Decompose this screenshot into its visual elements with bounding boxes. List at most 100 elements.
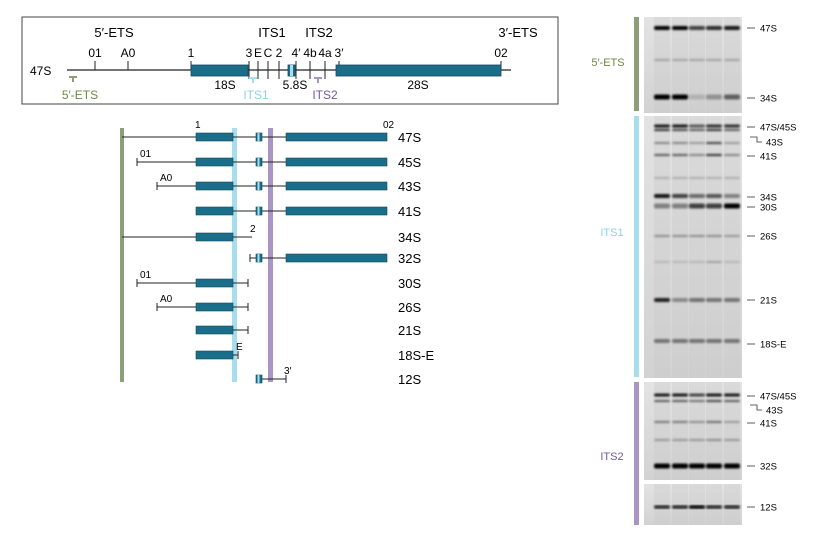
gel-lane [724, 116, 740, 378]
gel-band [654, 393, 670, 397]
gel-band [706, 439, 722, 441]
gel-band [654, 129, 670, 131]
gel-band [654, 142, 670, 144]
species-diagram-47s [122, 132, 388, 142]
gel-band [689, 400, 705, 402]
block-18s [190, 64, 249, 77]
block-18s [195, 132, 234, 142]
gel-band [706, 177, 722, 179]
band-label: 47S/45S [760, 123, 796, 134]
species-site-tag: 1 [195, 120, 201, 131]
gel-band [654, 124, 670, 128]
band-label: 18S-E [760, 340, 786, 351]
gel-panel [644, 484, 742, 525]
gel-lane [689, 116, 705, 378]
gel-lane [689, 382, 705, 480]
gel-band [654, 400, 670, 402]
gel-band [654, 94, 670, 100]
block-28s [285, 132, 388, 142]
gel-band [672, 298, 688, 302]
site-a0: A0 [121, 46, 136, 60]
probe-its1-marker [249, 77, 257, 79]
probe-its1-label: ITS1 [243, 88, 269, 102]
block-28s [285, 181, 388, 191]
gel-band [724, 439, 740, 441]
gel-band [689, 177, 705, 179]
gel-band [689, 94, 705, 100]
gel-band [706, 194, 722, 198]
species-site-tag: 02 [383, 120, 395, 131]
block-18s [195, 278, 234, 288]
label-5-8s: 5.8S [283, 78, 308, 92]
gel-band [672, 142, 688, 144]
species-label: 43S [398, 179, 421, 194]
probe-its2-label: ITS2 [312, 88, 338, 102]
gel-band [654, 59, 670, 61]
species-diagram-12s: 3′ [255, 366, 292, 384]
gel-band [672, 439, 688, 441]
band-label: 12S [760, 503, 777, 514]
band-label: 26S [760, 232, 777, 243]
gel-band [689, 59, 705, 61]
gel-band [706, 142, 722, 144]
label-28s: 28S [407, 78, 428, 92]
gel-band [706, 463, 722, 469]
gel-band [689, 154, 705, 156]
band-label: 34S [760, 193, 777, 204]
gel-lane [654, 17, 670, 113]
band-label: 47S [760, 24, 777, 35]
gel-band [672, 26, 688, 30]
gel-lane [689, 484, 705, 525]
band-label: 21S [760, 296, 777, 307]
gel-band [689, 261, 705, 263]
gel-band [724, 235, 740, 237]
rrna-gene-scheme: 5′-ETS ITS1 ITS2 3′-ETS 01 A0 1 3 E C 2 … [21, 16, 559, 105]
gel-band [724, 177, 740, 179]
label-its1: ITS1 [258, 25, 285, 40]
gel-background [644, 484, 742, 525]
species-diagram-32s [249, 253, 388, 263]
gel-band [706, 94, 722, 100]
gel-band [724, 94, 740, 100]
probe-5ets-marker [69, 76, 77, 78]
blot-its2-label: ITS2 [600, 451, 623, 463]
species-diagram-41s [195, 206, 388, 216]
gel-band [724, 124, 740, 128]
gel-background [644, 116, 742, 378]
gel-band [654, 339, 670, 343]
block-18s [195, 232, 234, 242]
species-label: 45S [398, 155, 421, 170]
gel-band [689, 235, 705, 237]
site-3prime: 3′ [335, 46, 345, 60]
gel-band [689, 421, 705, 423]
species-site-tag: 3′ [284, 366, 292, 377]
gel-lane [706, 382, 722, 480]
block-28s [285, 206, 388, 216]
gel-band [689, 463, 705, 469]
gel-band [689, 124, 705, 128]
gel-band [672, 400, 688, 402]
band-label: 43S [766, 138, 783, 149]
block-28s [335, 64, 502, 77]
band-label: 41S [760, 419, 777, 430]
scheme-site-ticks [94, 61, 502, 79]
gel-panel [644, 17, 742, 113]
label-its2: ITS2 [305, 25, 332, 40]
gel-band [706, 393, 722, 397]
gel-band [706, 261, 722, 263]
gel-lane [672, 17, 688, 113]
gel-band [706, 235, 722, 237]
species-site-tag: A0 [160, 173, 173, 184]
species-diagram-34s: 2 [122, 224, 256, 242]
gel-band [654, 203, 670, 209]
gel-lane [672, 382, 688, 480]
blot-5ets-bar [634, 17, 639, 111]
block-18s [195, 302, 234, 312]
gel-band [724, 26, 740, 30]
gel-band [654, 463, 670, 469]
gel-band [654, 439, 670, 441]
gel-band [654, 194, 670, 198]
species-label: 26S [398, 300, 421, 315]
site-2: 2 [276, 46, 283, 60]
gel-band [672, 421, 688, 423]
